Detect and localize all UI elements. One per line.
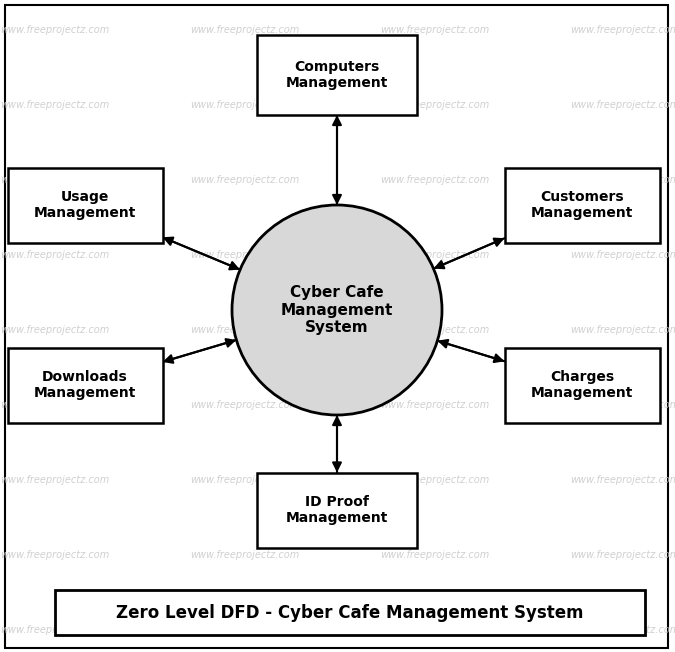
Text: www.freeprojectz.com: www.freeprojectz.com [190,100,299,110]
Bar [7,168,163,243]
Text: Cyber Cafe
Management
System: Cyber Cafe Management System [281,285,393,335]
Text: www.freeprojectz.com: www.freeprojectz.com [570,25,675,35]
Text: www.freeprojectz.com: www.freeprojectz.com [380,175,489,185]
Text: www.freeprojectz.com: www.freeprojectz.com [0,625,109,635]
Bar [257,35,417,115]
Bar [55,590,645,635]
Text: www.freeprojectz.com: www.freeprojectz.com [380,325,489,335]
Text: Computers
Management: Computers Management [286,60,388,90]
Text: www.freeprojectz.com: www.freeprojectz.com [190,625,299,635]
Text: www.freeprojectz.com: www.freeprojectz.com [570,400,675,410]
Text: www.freeprojectz.com: www.freeprojectz.com [380,25,489,35]
Text: www.freeprojectz.com: www.freeprojectz.com [380,400,489,410]
Text: www.freeprojectz.com: www.freeprojectz.com [380,625,489,635]
Text: www.freeprojectz.com: www.freeprojectz.com [570,175,675,185]
Text: www.freeprojectz.com: www.freeprojectz.com [0,325,109,335]
Text: www.freeprojectz.com: www.freeprojectz.com [0,400,109,410]
Bar [504,348,659,422]
Circle shape [232,205,442,415]
Bar [7,348,163,422]
Bar [504,168,659,243]
Text: www.freeprojectz.com: www.freeprojectz.com [190,250,299,260]
Text: www.freeprojectz.com: www.freeprojectz.com [190,25,299,35]
Text: www.freeprojectz.com: www.freeprojectz.com [380,475,489,485]
Text: www.freeprojectz.com: www.freeprojectz.com [0,25,109,35]
Text: www.freeprojectz.com: www.freeprojectz.com [190,325,299,335]
Text: www.freeprojectz.com: www.freeprojectz.com [570,100,675,110]
Bar [257,473,417,548]
Text: www.freeprojectz.com: www.freeprojectz.com [570,475,675,485]
Text: Usage
Management: Usage Management [34,190,136,220]
Text: www.freeprojectz.com: www.freeprojectz.com [190,550,299,560]
Text: www.freeprojectz.com: www.freeprojectz.com [570,250,675,260]
Text: www.freeprojectz.com: www.freeprojectz.com [190,175,299,185]
Text: www.freeprojectz.com: www.freeprojectz.com [380,550,489,560]
Text: www.freeprojectz.com: www.freeprojectz.com [190,475,299,485]
Text: Downloads
Management: Downloads Management [34,370,136,400]
Text: Customers
Management: Customers Management [531,190,633,220]
Text: www.freeprojectz.com: www.freeprojectz.com [380,250,489,260]
Text: www.freeprojectz.com: www.freeprojectz.com [0,250,109,260]
Text: ID Proof
Management: ID Proof Management [286,495,388,525]
Text: www.freeprojectz.com: www.freeprojectz.com [0,475,109,485]
Text: www.freeprojectz.com: www.freeprojectz.com [0,550,109,560]
Text: www.freeprojectz.com: www.freeprojectz.com [570,625,675,635]
Text: www.freeprojectz.com: www.freeprojectz.com [380,100,489,110]
Text: www.freeprojectz.com: www.freeprojectz.com [570,550,675,560]
Text: www.freeprojectz.com: www.freeprojectz.com [570,325,675,335]
Text: Charges
Management: Charges Management [531,370,633,400]
Text: www.freeprojectz.com: www.freeprojectz.com [0,100,109,110]
Text: Zero Level DFD - Cyber Cafe Management System: Zero Level DFD - Cyber Cafe Management S… [116,604,584,621]
Text: www.freeprojectz.com: www.freeprojectz.com [0,175,109,185]
Text: www.freeprojectz.com: www.freeprojectz.com [190,400,299,410]
